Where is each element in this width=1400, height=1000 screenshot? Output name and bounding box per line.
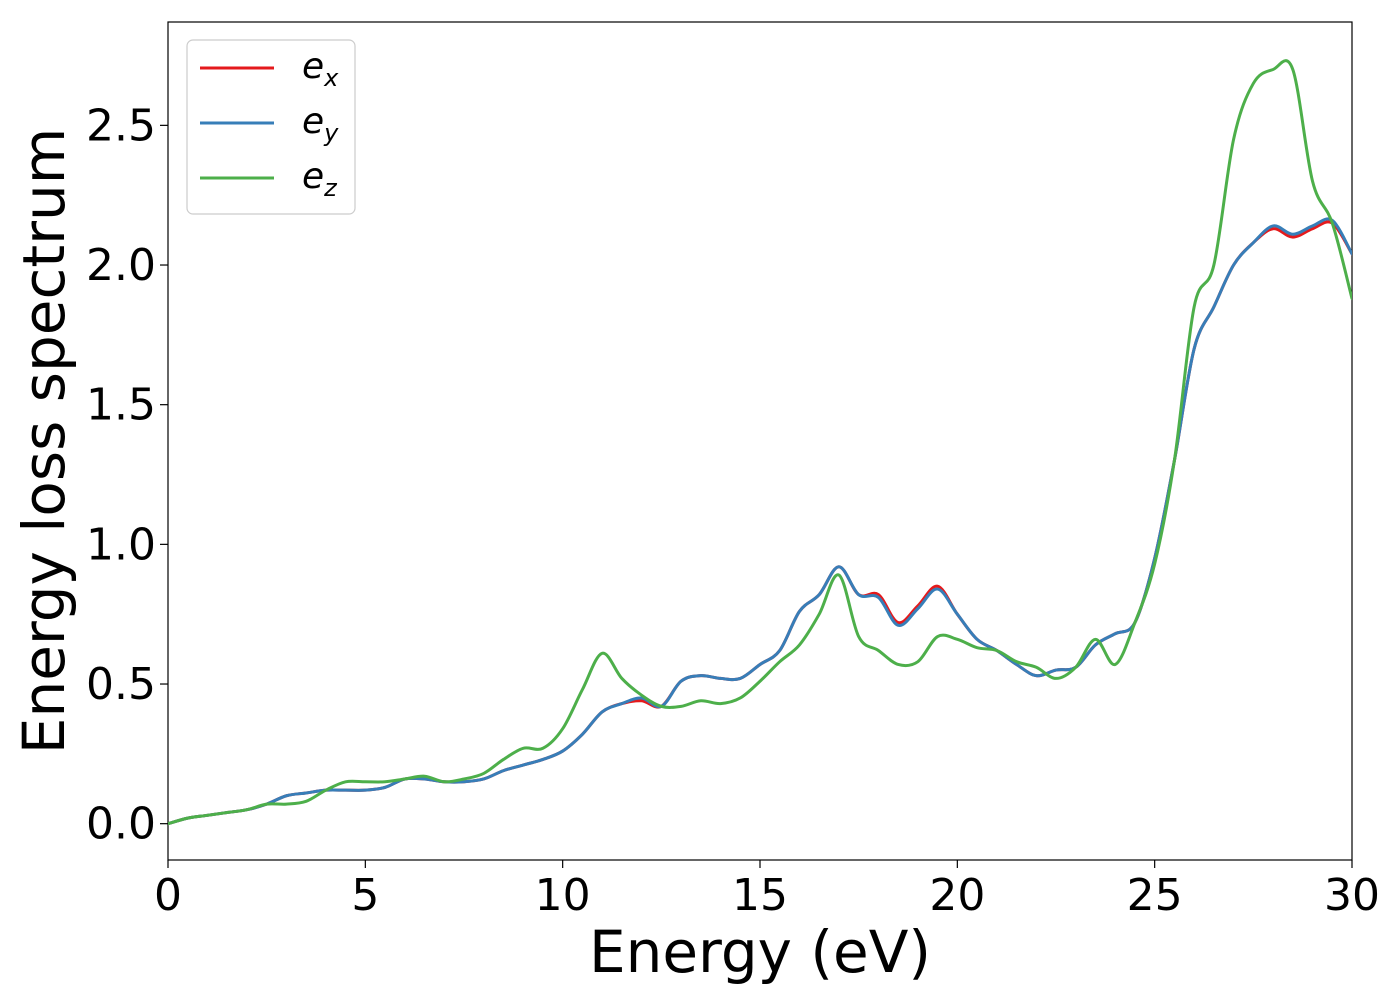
y-tick-label: 1.0 (86, 519, 156, 570)
x-axis-title: Energy (eV) (589, 918, 931, 986)
legend-label-e-y: ey (302, 101, 339, 147)
x-tick-label: 20 (929, 870, 985, 921)
series-group (168, 59, 1352, 826)
legend: ex ey ez (186, 39, 356, 215)
y-tick-label: 2.0 (86, 240, 156, 291)
y-tick-label: 1.5 (86, 380, 156, 431)
y-tick-label: 0.0 (86, 799, 156, 850)
x-tick-label: 0 (154, 870, 182, 921)
legend-box (186, 39, 356, 215)
y-axis: 0.0 0.5 1.0 1.5 2.0 2.5 (86, 100, 168, 850)
legend-label-e-x: ex (302, 46, 339, 92)
series-line-e-z (168, 59, 1352, 826)
x-tick-label: 15 (732, 870, 788, 921)
y-tick-label: 0.5 (86, 659, 156, 710)
legend-label-e-z: ez (302, 156, 338, 202)
x-tick-label: 5 (351, 870, 379, 921)
series-line-e-y (168, 217, 1352, 826)
series-line-e-x (168, 220, 1352, 826)
y-axis-title: Energy loss spectrum (10, 128, 78, 754)
x-tick-label: 10 (535, 870, 591, 921)
x-axis: 0 5 10 15 20 25 30 (154, 860, 1380, 921)
y-tick-label: 2.5 (86, 100, 156, 151)
x-tick-label: 30 (1324, 870, 1380, 921)
x-tick-label: 25 (1127, 870, 1183, 921)
